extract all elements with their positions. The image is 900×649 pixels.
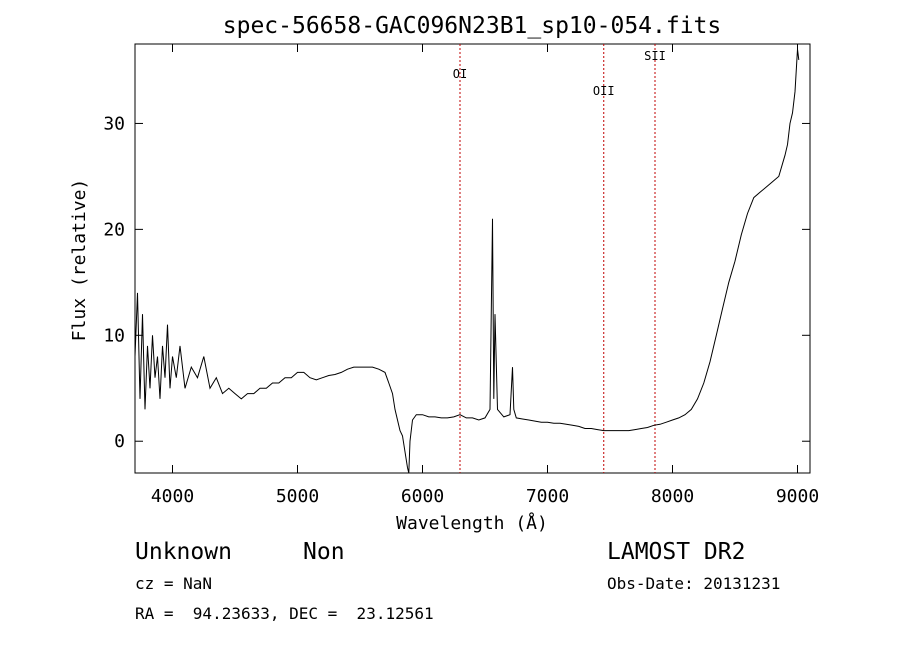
redshift-value: cz = NaN	[135, 574, 213, 593]
x-tick-label: 6000	[401, 486, 444, 507]
survey-label: LAMOST DR2	[607, 539, 746, 565]
marker-label-oii: OII	[593, 84, 615, 98]
axis-ticks: 4000 5000 6000 7000 8000 9000 0 10 20 30	[103, 44, 819, 507]
chart-title: spec-56658-GAC096N23B1_sp10-054.fits	[223, 13, 722, 39]
marker-label-oi: OI	[453, 67, 467, 81]
subclass-label: Non	[303, 539, 345, 565]
y-tick-label: 20	[103, 219, 125, 240]
x-tick-label: 8000	[651, 486, 694, 507]
plot-area	[134, 43, 811, 474]
x-tick-label: 9000	[776, 486, 819, 507]
series-line-0	[134, 49, 800, 474]
y-axis-label: Flux (relative)	[69, 179, 90, 342]
obs-date: Obs-Date: 20131231	[607, 574, 781, 593]
class-label: Unknown	[135, 539, 232, 565]
emission-line-markers: OI OII SII	[453, 44, 666, 473]
spectrum-series	[134, 49, 800, 474]
plot-frame	[134, 43, 811, 474]
coordinates: RA = 94.23633, DEC = 23.12561	[135, 604, 434, 623]
x-tick-label: 7000	[526, 486, 569, 507]
y-tick-label: 0	[114, 431, 125, 452]
marker-label-sii: SII	[644, 49, 666, 63]
x-tick-label: 4000	[151, 486, 194, 507]
y-tick-label: 30	[103, 113, 125, 134]
y-tick-label: 10	[103, 325, 125, 346]
x-axis-label: Wavelength (Å)	[396, 512, 548, 534]
x-tick-label: 5000	[276, 486, 319, 507]
